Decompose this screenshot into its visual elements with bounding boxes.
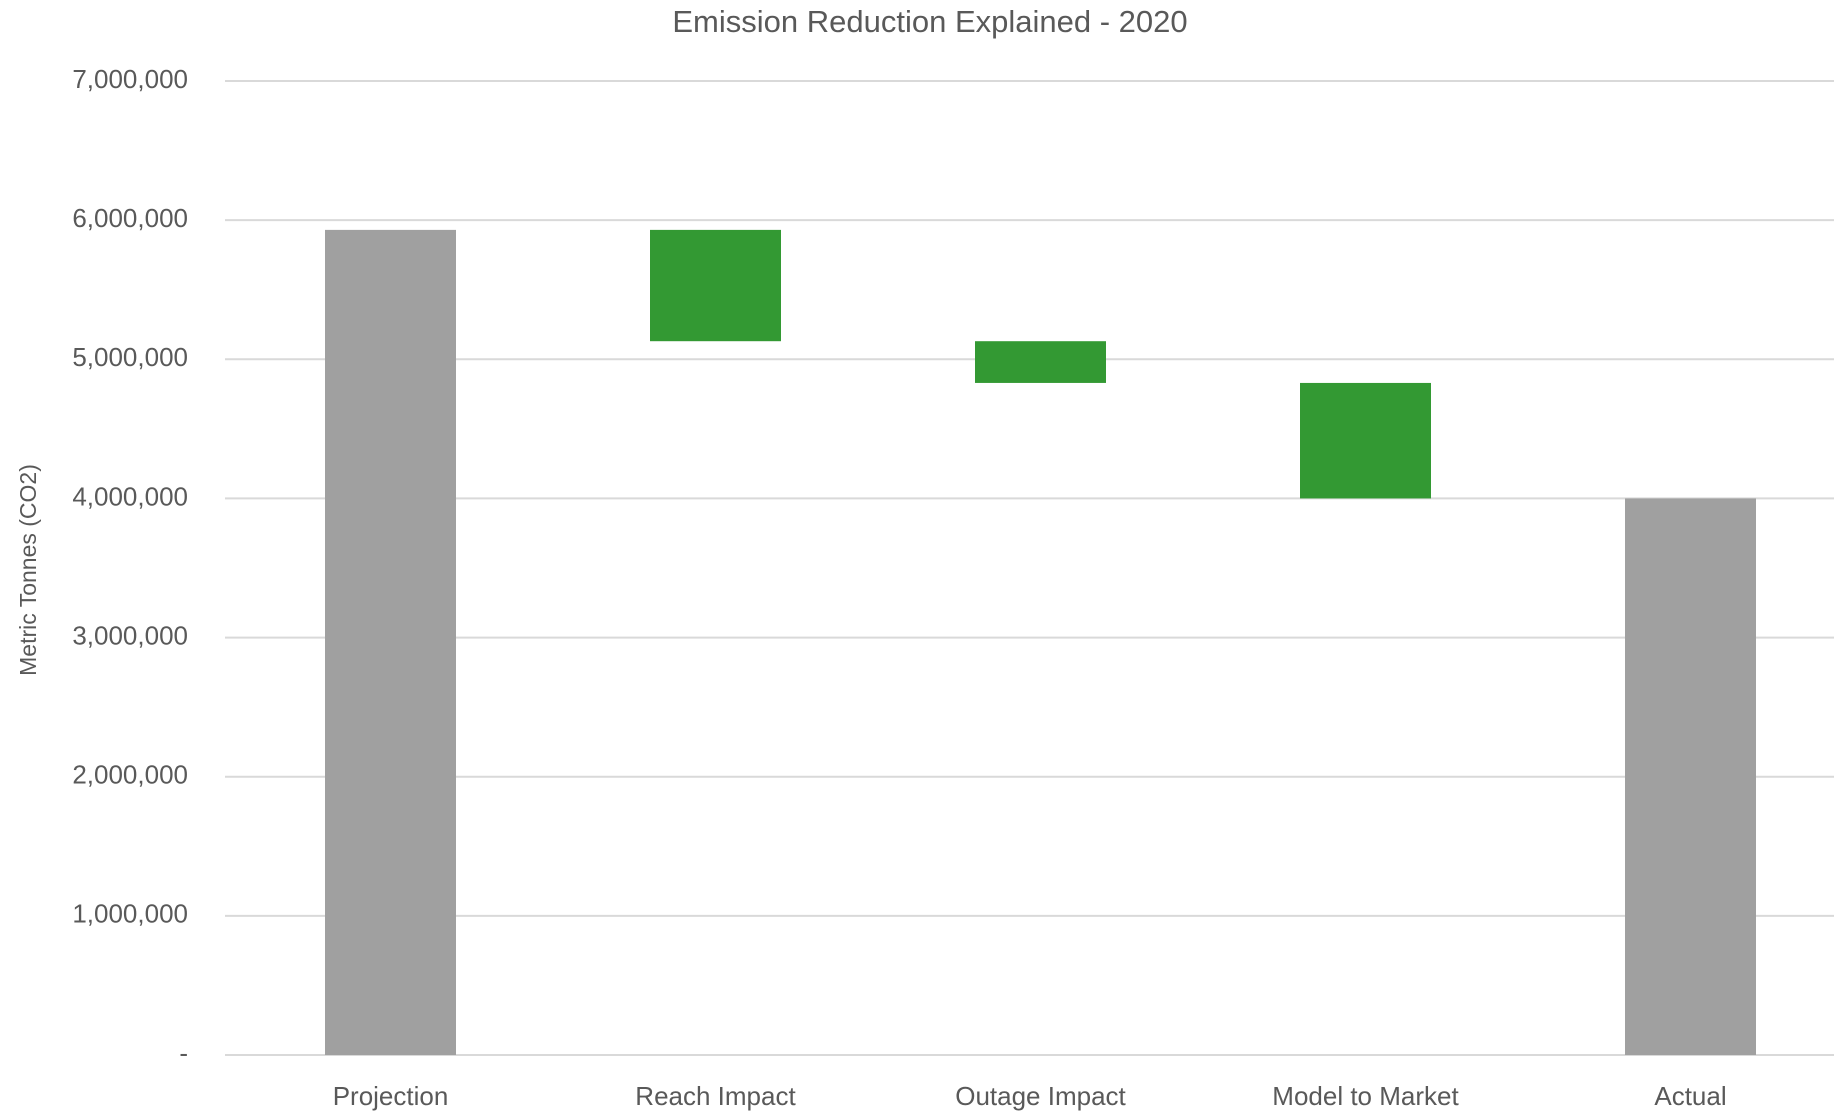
x-tick-label: Reach Impact bbox=[635, 1081, 796, 1111]
change-bar bbox=[1300, 382, 1431, 499]
y-tick-label: 1,000,000 bbox=[72, 899, 188, 929]
chart-title: Emission Reduction Explained - 2020 bbox=[672, 4, 1187, 39]
y-tick-label: 3,000,000 bbox=[72, 620, 188, 650]
total-bar bbox=[325, 229, 456, 1055]
y-tick-label: 6,000,000 bbox=[72, 203, 188, 233]
y-tick-label: 5,000,000 bbox=[72, 342, 188, 372]
change-bar bbox=[975, 341, 1106, 383]
x-tick-label: Actual bbox=[1654, 1081, 1726, 1111]
y-tick-label: 2,000,000 bbox=[72, 760, 188, 790]
x-tick-label: Projection bbox=[333, 1081, 449, 1111]
y-tick-label: 4,000,000 bbox=[72, 481, 188, 511]
y-axis-label: Metric Tonnes (CO2) bbox=[15, 464, 41, 676]
x-tick-label: Outage Impact bbox=[955, 1081, 1126, 1111]
x-tick-label: Model to Market bbox=[1272, 1081, 1459, 1111]
y-tick-label: - bbox=[179, 1038, 188, 1068]
y-tick-label: 7,000,000 bbox=[72, 64, 188, 94]
total-bar bbox=[1625, 498, 1756, 1055]
change-bar bbox=[650, 229, 781, 342]
